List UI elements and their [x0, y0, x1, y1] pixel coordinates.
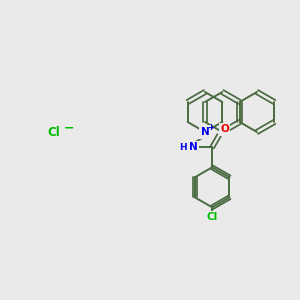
Text: N: N	[201, 127, 209, 137]
Text: Cl: Cl	[206, 212, 218, 222]
Text: N: N	[189, 142, 197, 152]
Text: −: −	[64, 122, 74, 134]
Text: H: H	[179, 143, 187, 152]
Text: O: O	[220, 124, 229, 134]
Text: +: +	[207, 122, 214, 131]
Text: Cl: Cl	[47, 125, 60, 139]
